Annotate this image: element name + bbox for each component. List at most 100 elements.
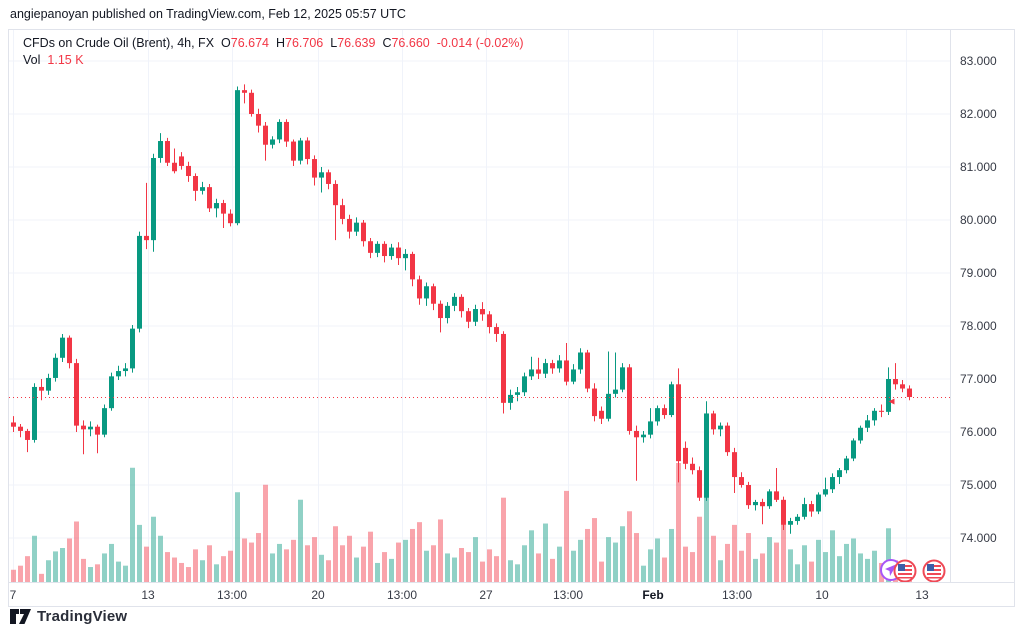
volume-bar: [487, 549, 492, 582]
candle-body: [837, 470, 842, 478]
volume-bar: [214, 564, 219, 582]
volume-bar: [564, 490, 569, 582]
volume-bar: [165, 552, 170, 582]
volume-bar: [116, 561, 121, 582]
chart-plot-area[interactable]: CFDs on Crude Oil (Brent), 4h, FX O76.674…: [9, 30, 950, 582]
volume-bar: [816, 539, 821, 582]
candle-body: [403, 253, 408, 259]
candle-body: [501, 333, 506, 403]
volume-bar: [221, 556, 226, 582]
candle-body: [515, 392, 520, 395]
candle-body: [564, 360, 569, 382]
volume-bar: [844, 543, 849, 582]
volume-bar: [543, 523, 548, 582]
candle-body: [270, 139, 275, 145]
tradingview-logo[interactable]: TradingView: [10, 608, 127, 625]
candle-body: [830, 477, 835, 490]
volume-bar: [151, 516, 156, 582]
candle-body: [774, 491, 779, 500]
volume-bar: [46, 560, 51, 582]
volume-bar: [823, 552, 828, 582]
volume-bar: [312, 537, 317, 582]
x-axis-label: 10: [815, 588, 829, 602]
volume-bar: [662, 557, 667, 582]
candle-body: [571, 369, 576, 382]
candle-body: [669, 384, 674, 416]
chart-widget: CFDs on Crude Oil (Brent), 4h, FX O76.674…: [8, 29, 1015, 607]
volume-bar: [319, 554, 324, 582]
candle-body: [305, 140, 310, 160]
volume-bar: [571, 550, 576, 582]
volume-bar: [424, 550, 429, 582]
candle-body: [865, 420, 870, 428]
volume-bar: [130, 467, 135, 582]
candle-body: [256, 114, 261, 126]
volume-bar: [550, 558, 555, 582]
y-axis-label: 78.000: [960, 319, 997, 333]
volume-bar: [200, 560, 205, 582]
volume-bar: [18, 565, 23, 582]
candle-body: [172, 162, 177, 172]
volume-bar: [382, 552, 387, 582]
volume-bar: [893, 560, 898, 582]
candle-body: [438, 303, 443, 319]
volume-bar: [277, 543, 282, 582]
candle-body: [676, 384, 681, 462]
candle-body: [11, 422, 16, 427]
candle-body: [319, 172, 324, 178]
volume-bar: [137, 524, 142, 582]
volume-bar: [74, 521, 79, 582]
candle-body: [200, 187, 205, 191]
y-axis-label: 76.000: [960, 425, 997, 439]
volume-bar: [389, 558, 394, 582]
candle-body: [53, 357, 58, 378]
time-axis[interactable]: 7 13 13:00 20 13:00 27 13:00 Feb 13:00 10 13: [9, 582, 1014, 606]
candle-body: [802, 504, 807, 517]
y-axis-label: 77.000: [960, 372, 997, 386]
candle-body: [207, 187, 212, 209]
price-axis[interactable]: 76.660 03:02:09 1.15 K 83.00082.00081.00…: [950, 30, 1014, 582]
volume-bar: [739, 550, 744, 582]
price-chart-svg[interactable]: [9, 30, 950, 582]
volume-bar: [725, 543, 730, 582]
volume-bar: [494, 556, 499, 582]
volume-bar: [340, 545, 345, 582]
candle-body: [592, 388, 597, 417]
volume-bar: [361, 546, 366, 582]
y-axis-label: 79.000: [960, 266, 997, 280]
volume-bar: [60, 548, 65, 582]
candle-body: [487, 314, 492, 328]
volume-bar: [459, 548, 464, 582]
volume-bar: [473, 537, 478, 582]
candle-body: [809, 504, 814, 512]
x-axis-label: Feb: [642, 588, 664, 602]
volume-bar: [256, 533, 261, 582]
candle-body: [578, 352, 583, 370]
volume-bar: [431, 545, 436, 582]
candle-body: [760, 501, 765, 507]
candle-body: [788, 521, 793, 525]
volume-bar: [417, 522, 422, 582]
volume-bar: [305, 545, 310, 582]
candle-body: [347, 218, 352, 232]
volume-bar: [837, 556, 842, 582]
volume-bar: [235, 492, 240, 582]
volume-bar: [25, 556, 30, 582]
x-axis-label: 13:00: [552, 588, 584, 602]
y-axis-label: 75.000: [960, 478, 997, 492]
candle-body: [312, 159, 317, 178]
volume-bar: [438, 519, 443, 582]
volume-bar: [788, 549, 793, 582]
volume-bar: [207, 545, 212, 582]
volume-bar: [403, 539, 408, 582]
candle-body: [641, 434, 646, 438]
volume-bar: [466, 552, 471, 582]
candle-body: [368, 241, 373, 253]
price-line-marker: [888, 398, 895, 405]
candle-body: [109, 376, 114, 409]
volume-bar: [620, 526, 625, 582]
volume-bar: [249, 542, 254, 582]
volume-bar: [480, 561, 485, 582]
candle-body: [382, 243, 387, 257]
volume-bar: [95, 564, 100, 582]
